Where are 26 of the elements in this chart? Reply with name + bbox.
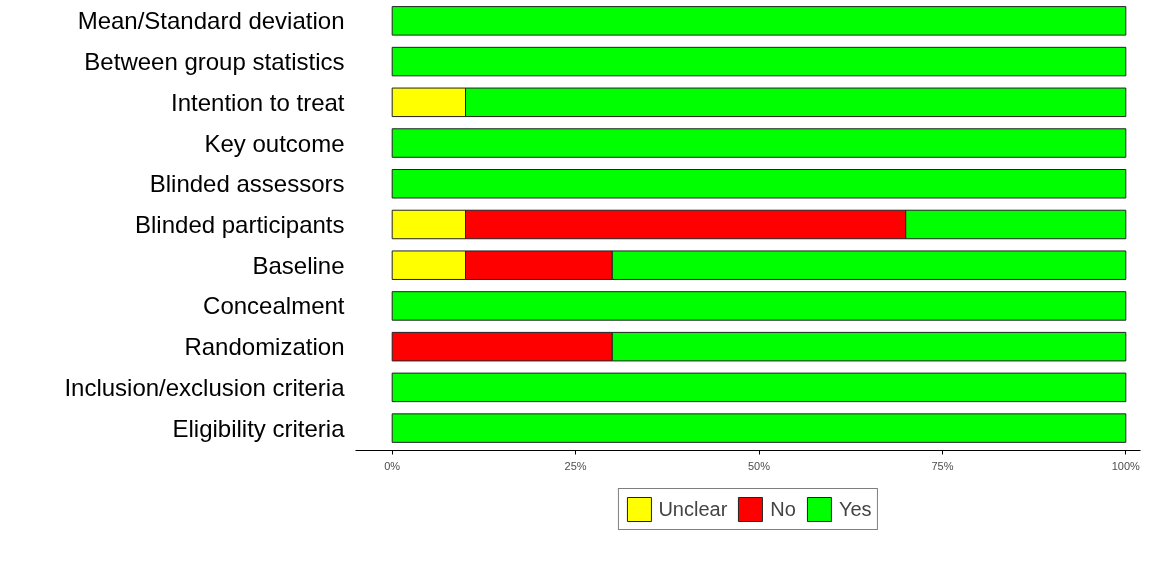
bar <box>391 46 1127 77</box>
bar <box>391 291 1127 321</box>
y-tick-label: Blinded assessors <box>149 170 345 198</box>
y-tick-label: Intention to treat <box>171 88 345 116</box>
legend-label: Unclear <box>658 497 728 521</box>
y-tick-label: Eligibility criteria <box>172 414 346 442</box>
y-tick-label: Blinded participants <box>135 210 345 238</box>
y-tick-label: Between group statistics <box>84 48 345 76</box>
x-tick-label: 25% <box>564 459 587 472</box>
y-tick-label: Baseline <box>252 251 345 279</box>
y-tick-label: Randomization <box>184 333 345 361</box>
x-tick-label: 100% <box>1111 459 1141 472</box>
y-tick-label: Concealment <box>203 292 345 320</box>
bar <box>391 413 1127 443</box>
x-tick-label: 0% <box>384 459 401 472</box>
bar <box>391 128 1127 158</box>
y-tick-label: Mean/Standard deviation <box>77 7 345 35</box>
x-tick-label: 75% <box>931 459 954 472</box>
bar <box>391 6 1127 36</box>
y-tick-label: Key outcome <box>204 129 345 157</box>
legend-label: No <box>770 497 796 521</box>
bar <box>391 372 1127 403</box>
legend-label: Yes <box>838 497 872 521</box>
y-tick-label: Inclusion/exclusion criteria <box>64 373 346 401</box>
bar <box>391 169 1127 199</box>
x-tick-label: 50% <box>748 459 771 472</box>
